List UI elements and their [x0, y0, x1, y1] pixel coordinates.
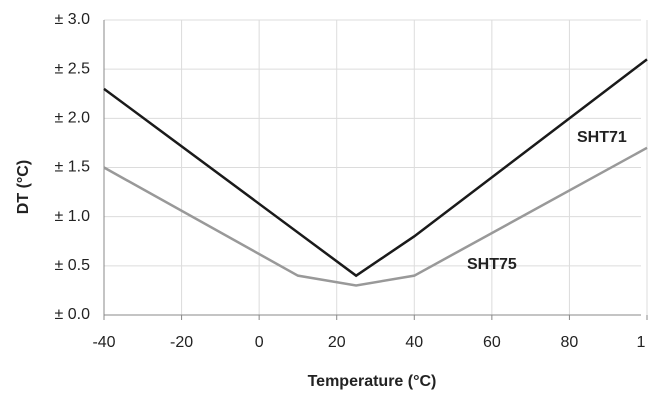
- series-label: SHT75: [467, 256, 517, 273]
- series-line: [103, 146, 648, 287]
- y-tick-label: ± 1.5: [55, 159, 91, 176]
- x-tick-label: 1: [637, 334, 646, 351]
- y-tick-label: ± 2.0: [55, 110, 91, 127]
- x-tick-label: 40: [405, 334, 423, 351]
- y-tick-label: ± 0.0: [55, 306, 91, 323]
- series-label: SHT71: [577, 129, 627, 146]
- y-tick-label: ± 2.5: [55, 60, 91, 77]
- x-tick-label: 60: [483, 334, 501, 351]
- y-tick-label: ± 1.0: [55, 208, 91, 225]
- x-tick-label: -20: [170, 334, 193, 351]
- x-tick-label: 80: [561, 334, 579, 351]
- x-tick-label: 20: [328, 334, 346, 351]
- x-tick-label: 0: [255, 334, 264, 351]
- x-axis-title: Temperature (°C): [308, 373, 437, 390]
- y-tick-label: ± 3.0: [55, 11, 91, 28]
- series-line: [103, 58, 648, 278]
- x-tick-label: -40: [92, 334, 115, 351]
- y-axis-title: DT (°C): [15, 160, 32, 214]
- y-tick-label: ± 0.5: [55, 257, 91, 274]
